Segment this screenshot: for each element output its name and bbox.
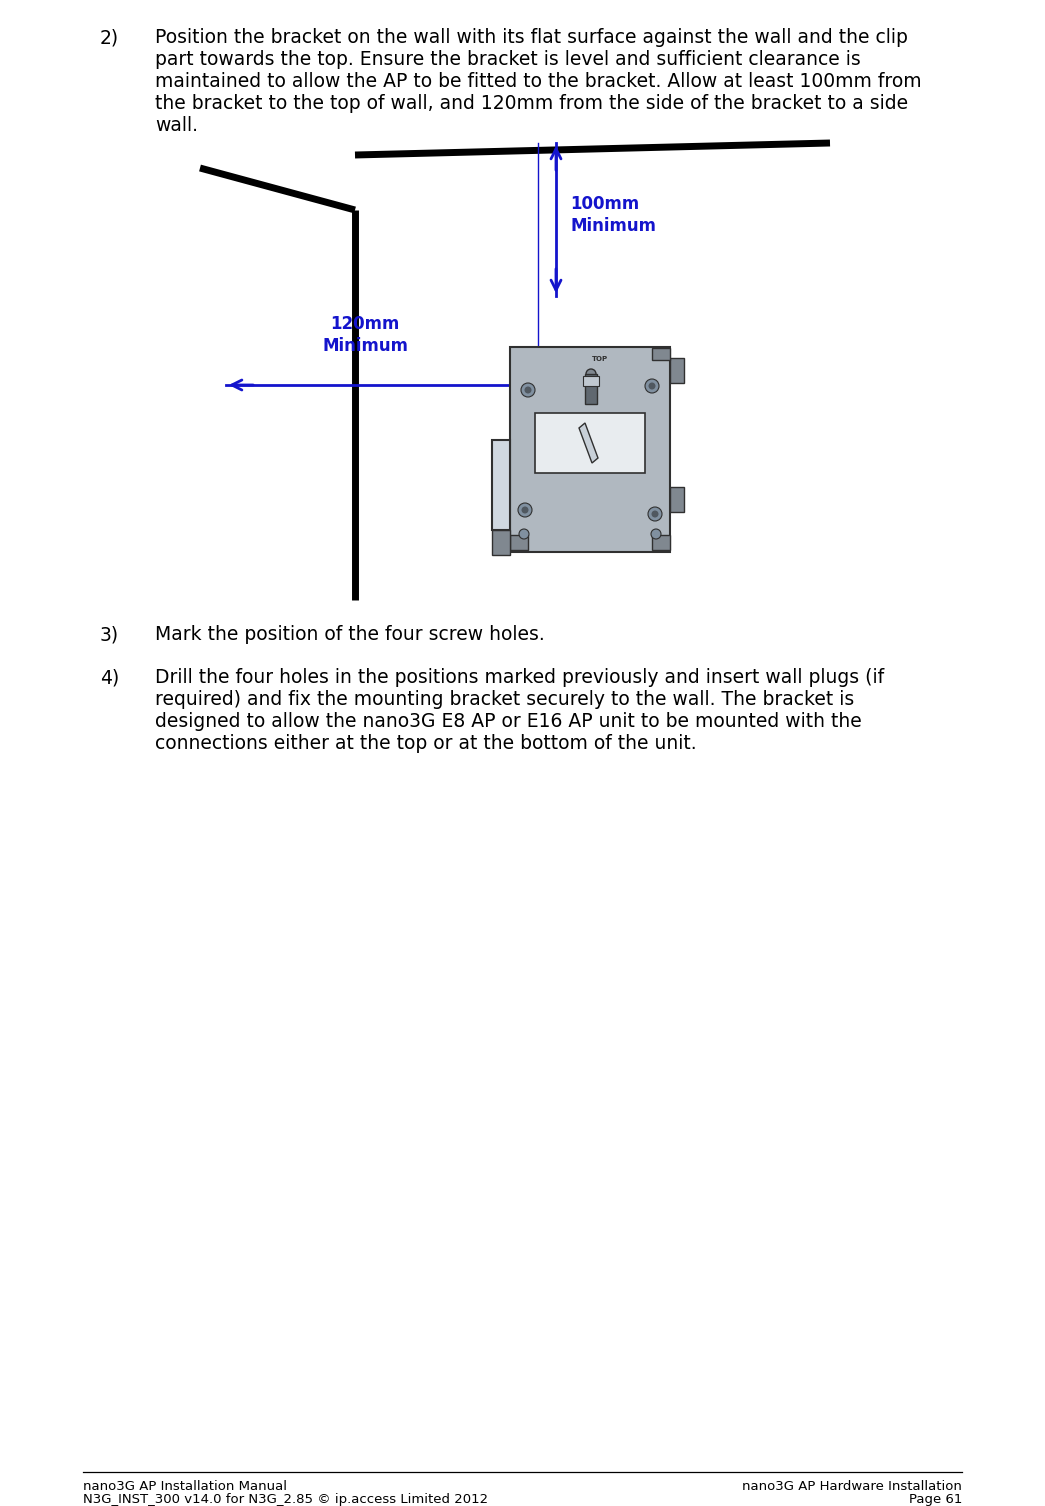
Polygon shape — [579, 423, 598, 462]
Text: part towards the top. Ensure the bracket is level and sufficient clearance is: part towards the top. Ensure the bracket… — [155, 50, 861, 69]
Bar — [492, 530, 510, 556]
Text: required) and fix the mounting bracket securely to the wall. The bracket is: required) and fix the mounting bracket s… — [155, 690, 854, 709]
Bar — [535, 413, 645, 473]
Circle shape — [519, 529, 529, 539]
Bar — [670, 358, 684, 383]
Circle shape — [651, 511, 658, 518]
Text: nano3G AP Hardware Installation: nano3G AP Hardware Installation — [742, 1480, 962, 1492]
Text: designed to allow the nano3G E8 AP or E16 AP unit to be mounted with the: designed to allow the nano3G E8 AP or E1… — [155, 712, 862, 730]
Circle shape — [525, 387, 532, 393]
Text: the bracket to the top of wall, and 120mm from the side of the bracket to a side: the bracket to the top of wall, and 120m… — [155, 93, 908, 113]
Circle shape — [651, 529, 661, 539]
Bar — [585, 373, 597, 404]
Bar — [670, 486, 684, 512]
Text: 4): 4) — [100, 669, 119, 687]
Circle shape — [518, 503, 532, 517]
Circle shape — [586, 369, 596, 380]
Bar — [510, 346, 670, 553]
Text: 120mm
Minimum: 120mm Minimum — [322, 315, 408, 355]
Text: Position the bracket on the wall with its flat surface against the wall and the : Position the bracket on the wall with it… — [155, 29, 908, 47]
Text: connections either at the top or at the bottom of the unit.: connections either at the top or at the … — [155, 733, 697, 753]
Bar — [652, 535, 670, 550]
Text: N3G_INST_300 v14.0 for N3G_2.85 © ip.access Limited 2012: N3G_INST_300 v14.0 for N3G_2.85 © ip.acc… — [83, 1492, 488, 1506]
Text: Mark the position of the four screw holes.: Mark the position of the four screw hole… — [155, 625, 544, 645]
Text: 2): 2) — [100, 29, 119, 47]
Circle shape — [521, 383, 535, 398]
Circle shape — [645, 380, 659, 393]
Text: Drill the four holes in the positions marked previously and insert wall plugs (i: Drill the four holes in the positions ma… — [155, 669, 884, 687]
Text: TOP: TOP — [591, 355, 608, 361]
Bar — [652, 348, 670, 360]
Bar — [583, 376, 599, 386]
Circle shape — [521, 506, 529, 514]
Text: maintained to allow the AP to be fitted to the bracket. Allow at least 100mm fro: maintained to allow the AP to be fitted … — [155, 72, 922, 90]
Circle shape — [649, 383, 655, 390]
Text: 100mm
Minimum: 100mm Minimum — [570, 194, 656, 235]
Circle shape — [648, 508, 661, 521]
Text: 3): 3) — [100, 625, 119, 645]
Text: wall.: wall. — [155, 116, 198, 136]
Text: Page 61: Page 61 — [908, 1492, 962, 1506]
Text: nano3G AP Installation Manual: nano3G AP Installation Manual — [83, 1480, 287, 1492]
Bar — [510, 535, 528, 550]
Bar — [492, 440, 510, 530]
